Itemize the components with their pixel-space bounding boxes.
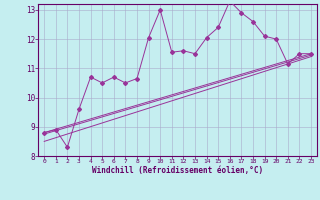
X-axis label: Windchill (Refroidissement éolien,°C): Windchill (Refroidissement éolien,°C)	[92, 166, 263, 175]
